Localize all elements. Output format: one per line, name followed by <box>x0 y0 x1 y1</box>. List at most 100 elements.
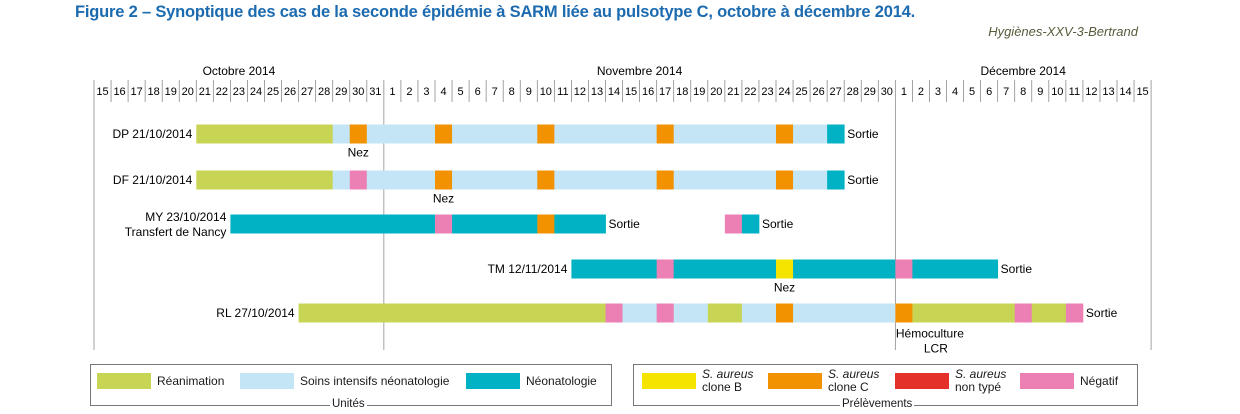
day-tick-label: 20 <box>710 86 722 98</box>
day-tick-label: 29 <box>864 86 876 98</box>
sortie-label: Sortie <box>1001 262 1033 276</box>
timeline-segment-negatif <box>895 259 913 279</box>
timeline-segment-soins_intensifs <box>452 124 538 144</box>
timeline-segment-clone_c <box>776 124 794 144</box>
day-tick-label: 26 <box>284 86 296 98</box>
annotation-label: Hémoculture <box>896 327 964 341</box>
day-tick-label: 5 <box>969 86 975 98</box>
row-label: DP 21/10/2014 <box>112 127 192 141</box>
timeline-segment-reanimation <box>912 303 1016 323</box>
timeline-segment-soins_intensifs <box>673 124 777 144</box>
timeline-segment-clone_c <box>537 124 555 144</box>
sortie-label: Sortie <box>609 217 641 231</box>
timeline-segment-soins_intensifs <box>366 170 436 190</box>
legend-label: non typé <box>955 380 1002 394</box>
day-tick-label: 12 <box>1085 86 1097 98</box>
annotation-label: LCR <box>924 342 948 356</box>
legend-label: clone B <box>702 380 743 394</box>
legend-text: Négatif <box>1080 373 1119 388</box>
day-tick-label: 17 <box>659 86 671 98</box>
day-tick-label: 10 <box>1051 86 1063 98</box>
legend-text: S. aureus clone B <box>702 368 753 394</box>
timeline-segment-neonatologie <box>912 259 999 279</box>
figure-credit: Hygiènes-XXV-3-Bertrand <box>988 24 1138 39</box>
day-tick-label: 2 <box>918 86 924 98</box>
day-tick-label: 26 <box>813 86 825 98</box>
day-tick-label: 29 <box>335 86 347 98</box>
row-label: TM 12/11/2014 <box>488 262 568 276</box>
timeline-segment-soins_intensifs <box>673 303 709 323</box>
timeline-segment-soins_intensifs <box>554 124 658 144</box>
day-tick-label: 20 <box>182 86 194 98</box>
timeline-segment-soins_intensifs <box>554 170 658 190</box>
timeline-segment-reanimation <box>707 303 743 323</box>
day-tick-label: 24 <box>250 86 262 98</box>
day-tick-label: 13 <box>591 86 603 98</box>
day-tick-label: 4 <box>952 86 958 98</box>
timeline-segment-neonatologie <box>827 124 845 144</box>
row-label: RL 27/10/2014 <box>216 306 295 320</box>
legend-swatch <box>240 373 294 389</box>
legend-text: S. aureus non typé <box>955 368 1006 394</box>
day-tick-label: 3 <box>935 86 941 98</box>
timeline-segment-negatif <box>1065 303 1084 323</box>
day-tick-label: 27 <box>830 86 842 98</box>
figure-title: Figure 2 – Synoptique des cas de la seco… <box>75 3 916 21</box>
timeline-segment-reanimation <box>196 170 334 190</box>
legend-swatch <box>97 373 151 389</box>
day-tick-label: 19 <box>693 86 705 98</box>
timeline-segment-negatif <box>656 259 675 279</box>
legend-samples-caption: Prélèvements <box>840 398 915 410</box>
day-tick-label: 19 <box>165 86 177 98</box>
day-tick-label: 2 <box>406 86 412 98</box>
timeline-segment-reanimation <box>1031 303 1067 323</box>
timeline-segment-clone_c <box>537 214 555 234</box>
day-tick-label: 21 <box>727 86 739 98</box>
day-tick-label: 14 <box>608 86 620 98</box>
row-label: MY 23/10/2014 <box>145 210 227 224</box>
timeline-segment-clone_c <box>656 170 675 190</box>
day-tick-label: 18 <box>148 86 160 98</box>
day-tick-label: 1 <box>901 86 907 98</box>
legend-label: clone C <box>828 380 869 394</box>
legend-species: S. aureus <box>828 367 880 381</box>
day-tick-label: 1 <box>389 86 395 98</box>
timeline-segment-soins_intensifs <box>332 170 351 190</box>
day-tick-label: 15 <box>96 86 108 98</box>
annotation-label: Nez <box>348 146 369 160</box>
day-tick-label: 23 <box>233 86 245 98</box>
day-tick-label: 10 <box>540 86 552 98</box>
timeline-segment-soins_intensifs <box>622 303 658 323</box>
day-tick-label: 7 <box>492 86 498 98</box>
day-tick-label: 8 <box>509 86 515 98</box>
day-tick-label: 15 <box>625 86 637 98</box>
timeline-segment-clone_c <box>349 124 368 144</box>
day-tick-label: 6 <box>475 86 481 98</box>
day-tick-label: 30 <box>881 86 893 98</box>
legend-item-reanimation: Réanimation <box>97 373 224 389</box>
timeline-segment-negatif <box>1014 303 1033 323</box>
legend-swatch <box>895 373 949 389</box>
timeline-segment-neonatologie <box>741 214 760 234</box>
timeline-segment-negatif <box>724 214 743 234</box>
day-tick-label: 18 <box>676 86 688 98</box>
timeline-segment-negatif <box>605 303 623 323</box>
timeline-segment-soins_intensifs <box>793 303 896 323</box>
legend-item-clone_b: S. aureus clone B <box>642 368 753 394</box>
day-tick-label: 7 <box>1003 86 1009 98</box>
legend-species: S. aureus <box>955 367 1007 381</box>
day-tick-label: 9 <box>1037 86 1043 98</box>
day-tick-label: 12 <box>574 86 586 98</box>
sortie-label: Sortie <box>847 127 879 141</box>
timeline-segment-soins_intensifs <box>673 170 777 190</box>
timeline-segment-neonatologie <box>673 259 777 279</box>
timeline-segment-neonatologie <box>571 259 658 279</box>
day-tick-label: 25 <box>795 86 807 98</box>
legend-swatch <box>768 373 822 389</box>
legend-swatch <box>466 373 520 389</box>
legend-item-non_type: S. aureus non typé <box>895 368 1006 394</box>
timeline-segment-soins_intensifs <box>366 124 436 144</box>
legend-item-negatif: Négatif <box>1020 373 1118 389</box>
timeline-segment-clone_c <box>776 303 794 323</box>
month-label: Novembre 2014 <box>597 64 683 78</box>
